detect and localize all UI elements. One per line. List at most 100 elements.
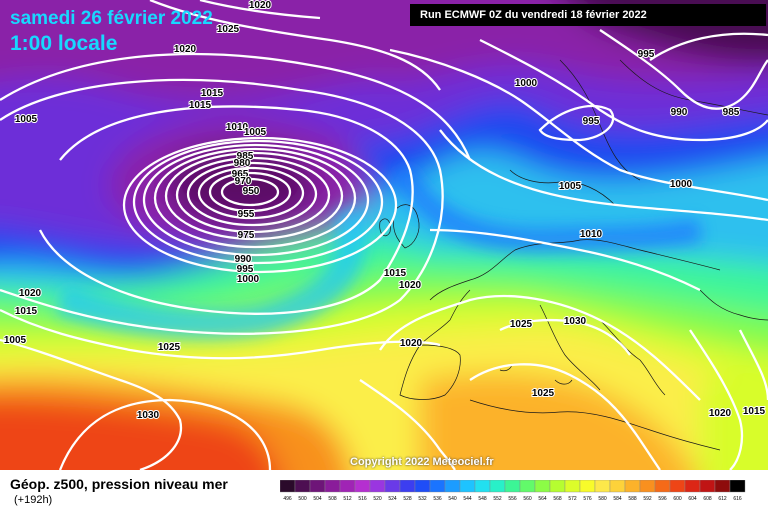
legend-swatch [444, 480, 461, 493]
isobar-label: 1020 [400, 338, 423, 349]
legend-swatch [564, 480, 581, 493]
isobar-label: 995 [638, 49, 655, 60]
isobar-label: 980 [234, 158, 251, 169]
legend-swatch [624, 480, 641, 493]
isobar-label: 1000 [515, 78, 538, 89]
isobar-label: 1015 [15, 306, 38, 317]
legend-swatch [594, 480, 611, 493]
isobar-label: 1020 [249, 0, 272, 11]
weather-map: 1020 1025 1020 1015 1015 1005 1010 1005 985 980 96… [0, 0, 768, 470]
legend-swatch [579, 480, 596, 493]
legend-tick-label: 504 [313, 496, 322, 502]
legend-tick-label: 572 [568, 496, 577, 502]
legend-swatch [324, 480, 341, 493]
legend-swatch [354, 480, 371, 493]
legend-swatch [519, 480, 536, 493]
legend-tick-label: 568 [553, 496, 562, 502]
legend-tick-label: 532 [418, 496, 427, 502]
isobar-label: 990 [671, 107, 688, 118]
map-footer: Géop. z500, pression niveau mer (+192h) … [0, 470, 768, 512]
map-parameter-title: Géop. z500, pression niveau mer [10, 476, 228, 492]
legend-tick-label: 588 [628, 496, 637, 502]
legend-swatch [384, 480, 401, 493]
isobar-label: 1005 [15, 114, 38, 125]
legend-swatch [339, 480, 356, 493]
legend-tick-label: 552 [493, 496, 502, 502]
legend-swatch [684, 480, 701, 493]
forecast-time-title: 1:00 locale [10, 32, 118, 55]
legend-tick-label: 516 [358, 496, 367, 502]
isobar-label: 1030 [564, 316, 587, 327]
isobar-label: 1025 [510, 319, 533, 330]
isobar-label: 970 [235, 176, 252, 187]
legend-tick-label: 556 [508, 496, 517, 502]
legend-tick-label: 592 [643, 496, 652, 502]
legend-swatch [534, 480, 551, 493]
isobar-label: 1010 [580, 229, 603, 240]
legend-tick-label: 600 [673, 496, 682, 502]
isobar-labels: 1020102510201015101510051010100598598096… [3, 0, 767, 422]
isobar-label: 1025 [158, 342, 181, 353]
isobar-label: 1030 [137, 410, 160, 421]
legend-swatch [280, 480, 296, 493]
isobar-label: 1015 [384, 268, 407, 279]
isobar-label: 985 [237, 151, 254, 162]
legend-swatch [414, 480, 431, 493]
isobar-label: 1015 [201, 88, 224, 99]
legend-swatch [474, 480, 491, 493]
legend-tick-label: 520 [373, 496, 382, 502]
legend-swatch [729, 480, 746, 493]
isobar-label: 990 [235, 254, 252, 265]
legend-swatch [489, 480, 506, 493]
legend-swatch [504, 480, 521, 493]
legend-tick-label: 540 [448, 496, 457, 502]
isobar-label: 1020 [399, 280, 422, 291]
isobar-label: 985 [723, 107, 740, 118]
isobar-label: 1000 [237, 274, 260, 285]
color-scale-legend: 496 500 504 508 512 516 520 524 528 532 536 540 544 5… [280, 480, 746, 502]
legend-tick-label: 500 [298, 496, 307, 502]
legend-swatch [549, 480, 566, 493]
legend-swatch [309, 480, 326, 493]
copyright-text: Copyright 2022 Meteociel.fr [350, 456, 494, 468]
legend-swatch [669, 480, 686, 493]
legend-tick-label: 616 [733, 496, 742, 502]
legend-tick-label: 548 [478, 496, 487, 502]
legend-tick-label: 536 [433, 496, 442, 502]
isobar-label: 1020 [709, 408, 732, 419]
legend-swatch [609, 480, 626, 493]
legend-swatch [654, 480, 671, 493]
legend-tick-label: 580 [598, 496, 607, 502]
geopotential-field: 1020102510201015101510051010100598598096… [0, 0, 768, 470]
isobar-label: 1005 [559, 181, 582, 192]
legend-tick-label: 612 [718, 496, 727, 502]
isobar-label: 995 [237, 264, 254, 275]
forecast-date-title: samedi 26 février 2022 [10, 8, 213, 29]
legend-tick-label: 596 [658, 496, 667, 502]
isobar-label: 1005 [244, 127, 267, 138]
isobar-label: 950 [243, 186, 260, 197]
model-run-info: Run ECMWF 0Z du vendredi 18 février 2022 [410, 4, 766, 26]
isobar-label: 1025 [217, 24, 240, 35]
forecast-lead-time: (+192h) [14, 494, 53, 506]
legend-tick-label: 560 [523, 496, 532, 502]
isobar-label: 975 [238, 230, 255, 241]
isobar-label: 1010 [226, 122, 249, 133]
isobar-label: 1000 [670, 179, 693, 190]
legend-swatch [294, 480, 311, 493]
isobar-label: 1020 [174, 44, 197, 55]
legend-tick-label: 512 [343, 496, 352, 502]
legend-tick-label: 528 [403, 496, 412, 502]
legend-swatch [369, 480, 386, 493]
isobar-label: 965 [232, 169, 249, 180]
isobars [0, 0, 768, 470]
legend-tick-label: 608 [703, 496, 712, 502]
isobar-label: 1005 [4, 335, 27, 346]
isobar-label: 955 [238, 209, 255, 220]
legend-tick-label: 508 [328, 496, 337, 502]
isobar-label: 995 [583, 116, 600, 127]
legend-tick-label: 564 [538, 496, 547, 502]
isobar-label: 1020 [19, 288, 42, 299]
legend-tick-label: 524 [388, 496, 397, 502]
legend-tick-label: 544 [463, 496, 472, 502]
